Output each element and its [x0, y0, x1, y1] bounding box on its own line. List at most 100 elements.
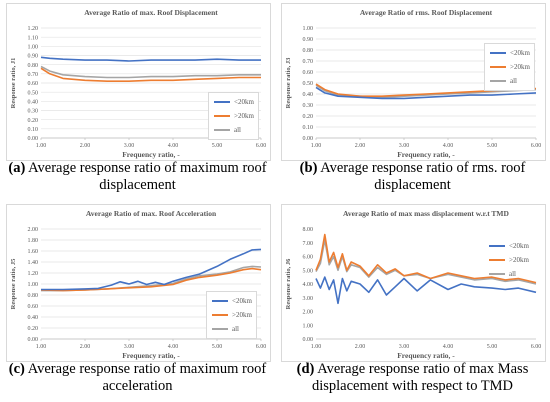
series-line-all: [40, 65, 261, 79]
y-tick-label: 0.70: [303, 59, 314, 65]
chart-frame-b: Average Ratio of rms. Roof Displacement 0…: [281, 3, 546, 161]
legend-swatch: [212, 328, 228, 330]
y-tick-label: 0.40: [303, 92, 314, 98]
caption-letter: (a): [8, 160, 26, 176]
y-axis-title: Response ratio, J6: [285, 258, 292, 309]
chart-frame-d: Average Ratio of max mass displacement w…: [281, 204, 546, 362]
y-tick-label: 2.00: [28, 227, 39, 233]
legend-item: >20km: [210, 308, 252, 322]
y-tick-label: 1.00: [303, 323, 314, 329]
series-line-20km: [40, 267, 262, 292]
x-tick-label: 1.00: [36, 143, 47, 149]
y-tick-label: 0.70: [28, 72, 39, 78]
y-tick-label: 1.20: [28, 271, 39, 277]
y-tick-label: 1.00: [28, 282, 39, 288]
y-tick-label: 1.00: [28, 45, 39, 51]
legend-item: <20km: [210, 294, 252, 308]
y-tick-label: 1.40: [28, 260, 39, 266]
chart-title: Average Ratio of max. Roof Displacement: [84, 8, 218, 17]
y-tick-label: 0.00: [303, 337, 314, 343]
y-tick-label: 2.00: [303, 310, 314, 316]
chart-c: Average Ratio of max. Roof Acceleration 0…: [10, 209, 266, 360]
caption-letter: (d): [296, 361, 315, 377]
legend-swatch: [490, 80, 506, 82]
series-line-20km: [41, 248, 262, 291]
x-tick-label: 1.00: [311, 344, 322, 350]
legend-label: <20km: [232, 297, 252, 305]
y-tick-label: 5.00: [303, 268, 314, 274]
figure-panel-d: Average Ratio of max mass displacement w…: [275, 201, 550, 402]
series-line-20km: [315, 276, 537, 305]
legend-swatch: [490, 52, 506, 54]
x-tick-label: 3.00: [399, 344, 410, 350]
caption-text: Average response ratio of maximum roof d…: [25, 160, 267, 193]
x-axis-title: Frequency ratio, -: [122, 351, 180, 360]
chart-title: Average Ratio of max mass displacement w…: [343, 209, 509, 218]
legend-label: all: [509, 270, 516, 278]
x-axis-title: Frequency ratio, -: [397, 351, 455, 360]
chart-legend: <20km >20km all: [484, 43, 535, 91]
y-tick-label: 6.00: [303, 255, 314, 261]
y-tick-label: 0.20: [28, 118, 39, 124]
legend-label: >20km: [234, 112, 254, 120]
series-line-20km: [40, 56, 261, 62]
y-tick-label: 1.00: [303, 26, 314, 32]
y-tick-label: 0.80: [303, 48, 314, 54]
series-line-all: [315, 84, 537, 99]
x-tick-label: 4.00: [443, 344, 454, 350]
legend-label: >20km: [510, 63, 530, 71]
legend-label: all: [234, 126, 241, 134]
x-tick-label: 2.00: [80, 344, 91, 350]
x-tick-label: 5.00: [212, 143, 223, 149]
chart-frame-a: Average Ratio of max. Roof Displacement 0…: [6, 3, 271, 161]
legend-swatch: [212, 314, 228, 316]
legend-label: all: [510, 77, 517, 85]
y-tick-label: 0.50: [28, 90, 39, 96]
x-tick-label: 4.00: [168, 143, 179, 149]
x-axis-title: Frequency ratio, -: [397, 150, 455, 159]
x-tick-label: 5.00: [487, 344, 498, 350]
y-tick-label: 1.60: [28, 249, 39, 255]
y-tick-label: 1.10: [28, 35, 39, 41]
y-tick-label: 0.00: [28, 136, 39, 142]
y-tick-label: 0.10: [28, 127, 39, 133]
y-axis-title: Response ratio, J3: [285, 57, 292, 108]
x-axis-title: Frequency ratio, -: [122, 150, 180, 159]
legend-label: <20km: [234, 98, 254, 106]
legend-swatch: [489, 259, 505, 261]
figure-panel-b: Average Ratio of rms. Roof Displacement 0…: [275, 0, 550, 201]
legend-swatch: [490, 66, 506, 68]
x-tick-label: 4.00: [443, 143, 454, 149]
legend-label: all: [232, 325, 239, 333]
y-tick-label: 1.20: [28, 26, 39, 32]
figure-panel-c: Average Ratio of max. Roof Acceleration 0…: [0, 201, 275, 402]
legend-swatch: [214, 115, 230, 117]
y-tick-label: 0.90: [303, 37, 314, 43]
y-tick-label: 0.00: [303, 136, 314, 142]
legend-swatch: [214, 101, 230, 103]
x-tick-label: 5.00: [487, 143, 498, 149]
legend-item: >20km: [212, 109, 254, 123]
legend-item: >20km: [488, 60, 530, 74]
y-axis-title: Response ratio, J5: [10, 258, 17, 309]
legend-swatch: [489, 245, 505, 247]
x-tick-label: 3.00: [124, 344, 135, 350]
y-axis-title: Response ratio, J1: [10, 58, 17, 109]
legend-label: >20km: [232, 311, 252, 319]
chart-d: Average Ratio of max mass displacement w…: [285, 209, 541, 360]
y-tick-label: 0.80: [28, 293, 39, 299]
chart-legend: <20km >20km all: [208, 92, 259, 140]
legend-item: all: [212, 123, 254, 137]
legend-item: >20km: [487, 253, 529, 267]
figure-panel-a: Average Ratio of max. Roof Displacement 0…: [0, 0, 275, 201]
chart-title: Average Ratio of max. Roof Acceleration: [86, 209, 217, 218]
y-tick-label: 4.00: [303, 282, 314, 288]
legend-swatch: [212, 300, 228, 302]
y-tick-label: 0.20: [28, 326, 39, 332]
caption-letter: (b): [299, 160, 318, 176]
caption-text: Average response ratio of rms. roof disp…: [317, 160, 526, 193]
series-line-20km: [315, 86, 537, 100]
x-tick-label: 2.00: [355, 344, 366, 350]
caption-c: (c) Average response ratio of maximum ro…: [4, 361, 271, 395]
y-tick-label: 3.00: [303, 296, 314, 302]
